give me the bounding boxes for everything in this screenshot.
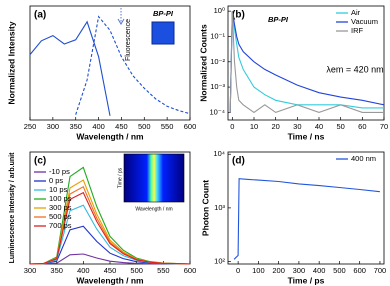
y-tick-label: 10³ xyxy=(214,203,225,212)
x-tick-label: 50 xyxy=(336,122,344,131)
chart-label: (a) xyxy=(34,10,46,21)
legend-label: 400 nm xyxy=(351,154,376,163)
x-tick-label: 70 xyxy=(380,122,388,131)
plot-frame xyxy=(227,151,385,265)
x-tick-label: 350 xyxy=(50,266,63,275)
series-line xyxy=(233,178,380,260)
chart-label: (d) xyxy=(232,156,245,167)
legend-label: Air xyxy=(351,8,361,17)
x-tick-label: 200 xyxy=(272,266,285,275)
y-axis-label: Luminescence Intensity / arb.unit xyxy=(9,152,16,264)
plot-frame xyxy=(29,5,191,121)
y-tick-label: 10⁴ xyxy=(213,149,225,158)
legend-label: 100 ps xyxy=(49,194,72,203)
x-axis-label: Time / ps xyxy=(288,275,325,285)
x-tick-label: 0 xyxy=(236,266,240,275)
legend-label: Vacuum xyxy=(351,17,378,26)
x-tick-label: 600 xyxy=(184,122,197,131)
x-tick-label: 20 xyxy=(271,122,279,131)
x-tick-label: 300 xyxy=(47,122,60,131)
series-line xyxy=(229,11,385,113)
x-tick-label: 450 xyxy=(104,266,117,275)
x-tick-label: 500 xyxy=(138,122,151,131)
annotation: λem = 420 nm xyxy=(326,64,383,74)
annotation: BP-PI xyxy=(268,15,289,24)
chart-label: (c) xyxy=(34,156,46,167)
sample-photo xyxy=(151,21,175,45)
series-line xyxy=(229,11,384,113)
x-axis-label: Time / ns xyxy=(288,131,325,141)
legend-label: 500 ps xyxy=(49,212,72,221)
x-tick-label: 600 xyxy=(184,266,197,275)
x-tick-label: 30 xyxy=(293,122,301,131)
y-tick-label: 10⁻² xyxy=(210,57,225,66)
x-tick-label: 100 xyxy=(252,266,265,275)
x-tick-label: 700 xyxy=(374,266,387,275)
x-tick-label: 10 xyxy=(250,122,258,131)
legend-label: 700 ps xyxy=(49,221,72,230)
arrow-head xyxy=(117,18,125,25)
x-tick-label: 40 xyxy=(315,122,323,131)
annotation: Wavelength / nm xyxy=(135,206,172,212)
x-tick-label: 600 xyxy=(353,266,366,275)
y-tick-label: 10⁰ xyxy=(214,6,225,15)
x-tick-label: 550 xyxy=(161,122,174,131)
x-tick-label: 300 xyxy=(293,266,306,275)
x-tick-label: 500 xyxy=(333,266,346,275)
x-tick-label: 350 xyxy=(69,122,82,131)
x-tick-label: 300 xyxy=(24,266,37,275)
annotation: Time / ps xyxy=(117,167,123,188)
series-line xyxy=(29,20,111,116)
x-tick-label: 250 xyxy=(24,122,37,131)
y-tick-label: 10⁻³ xyxy=(210,82,225,91)
legend-label: IRF xyxy=(351,26,364,35)
y-tick-label: 10⁻¹ xyxy=(210,31,225,40)
y-tick-label: 10⁻⁴ xyxy=(209,107,225,116)
series-line xyxy=(229,11,384,114)
y-axis-label: Photon Count xyxy=(200,180,210,236)
chart-label: (b) xyxy=(232,10,245,21)
x-tick-label: 400 xyxy=(92,122,105,131)
y-axis-label: Normalized Intensity xyxy=(6,21,16,104)
legend-label: 10 ps xyxy=(49,185,68,194)
y-tick-label: 10² xyxy=(214,257,225,266)
inset-map xyxy=(123,153,185,203)
x-tick-label: 400 xyxy=(77,266,90,275)
x-tick-label: 450 xyxy=(115,122,128,131)
legend-label: 0 ps xyxy=(49,176,63,185)
x-axis-label: Wavelength / nm xyxy=(76,131,144,141)
x-tick-label: 400 xyxy=(313,266,326,275)
legend-label: 300 ps xyxy=(49,203,72,212)
x-tick-label: 550 xyxy=(157,266,170,275)
legend-label: -10 ps xyxy=(49,167,70,176)
plot-frame xyxy=(227,5,385,121)
y-axis-label: Normalized Counts xyxy=(198,24,208,102)
x-tick-label: 500 xyxy=(130,266,143,275)
annotation: BP-PI xyxy=(153,9,174,18)
x-axis-label: Wavelength / nm xyxy=(76,275,144,285)
x-tick-label: 60 xyxy=(358,122,366,131)
series-line xyxy=(29,191,191,265)
annotation: Fluorescence xyxy=(125,19,132,61)
x-tick-label: 0 xyxy=(230,122,234,131)
